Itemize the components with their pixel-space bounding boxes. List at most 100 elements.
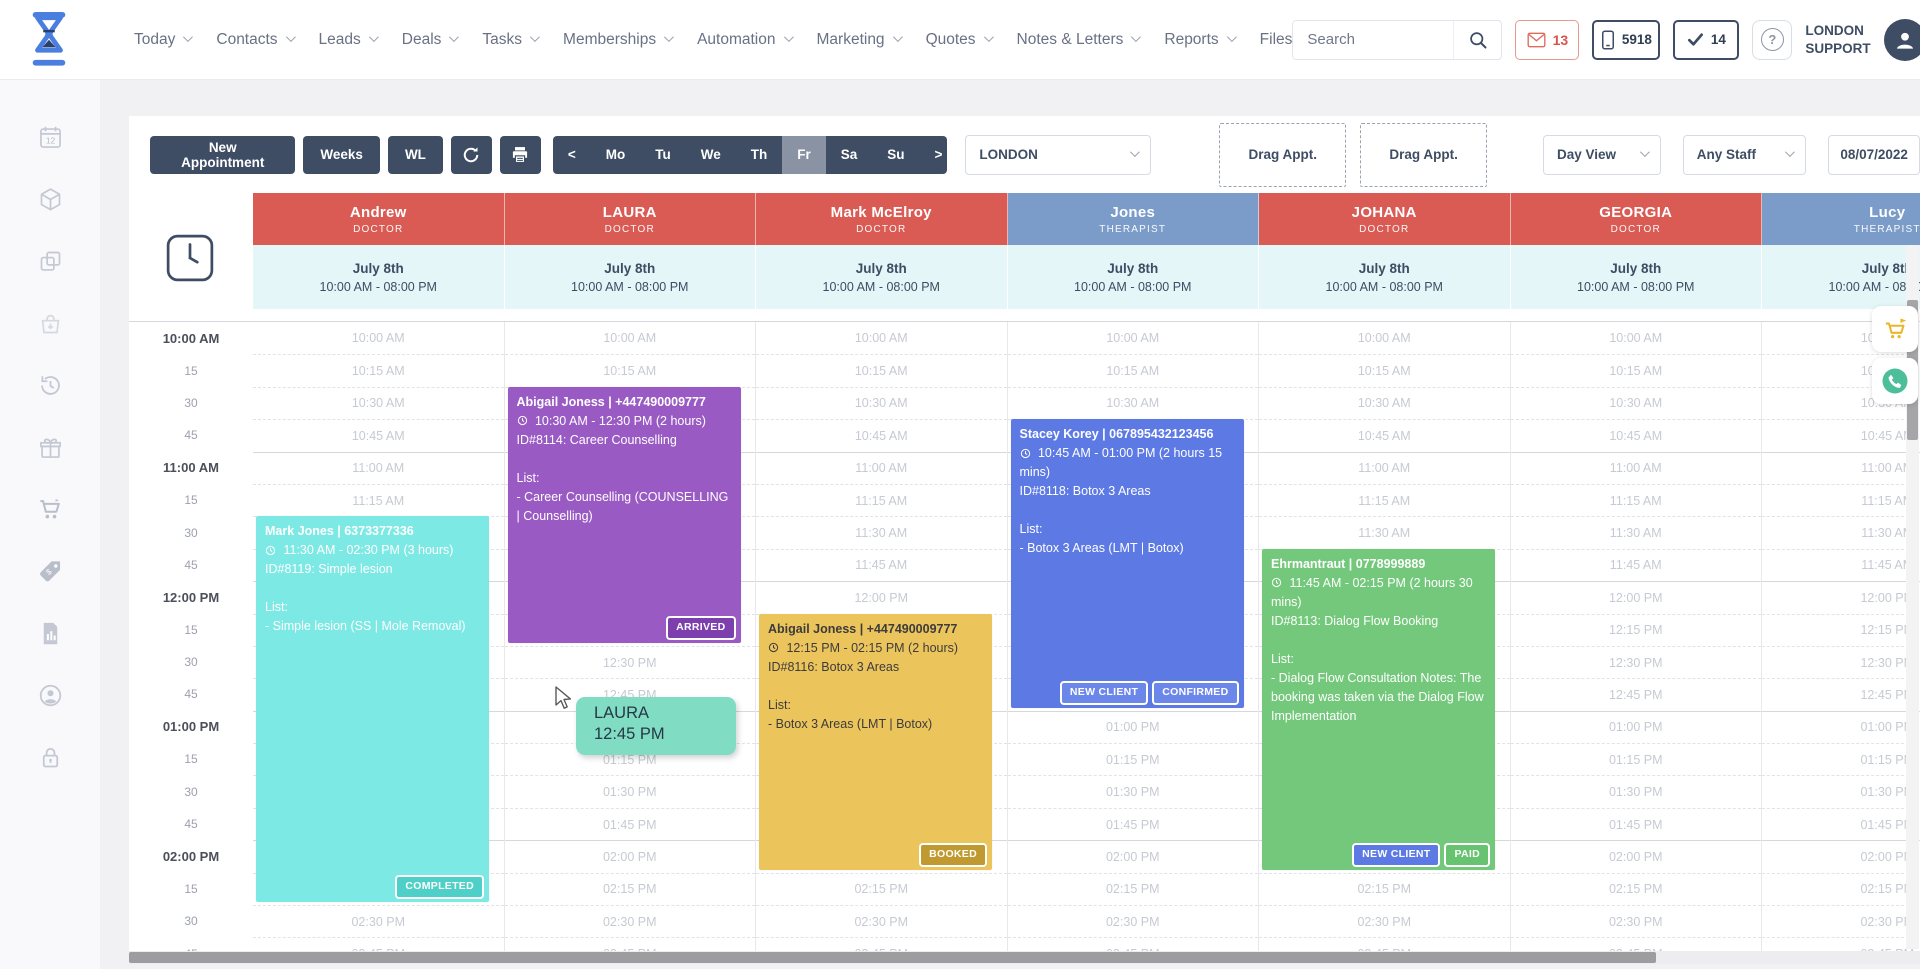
time-slot[interactable]: 11:15 AM	[253, 483, 504, 516]
time-slot[interactable]: 10:45 AM	[1259, 419, 1510, 451]
time-slot[interactable]: 11:30 AM	[1510, 516, 1761, 548]
nav-item-automation[interactable]: Automation	[697, 31, 794, 49]
time-slot[interactable]: 01:45 PM	[504, 807, 755, 840]
time-slot[interactable]: 01:30 PM	[1762, 775, 1920, 807]
time-slot[interactable]: 10:30 AM	[253, 386, 504, 419]
time-slot[interactable]: 11:30 AM	[756, 516, 1007, 548]
staff-header-jones[interactable]: Jones THERAPIST	[1007, 193, 1259, 245]
time-slot[interactable]: 02:30 PM	[1762, 905, 1920, 937]
time-slot[interactable]: 10:45 AM	[1510, 419, 1761, 451]
time-slot[interactable]: 10:00 AM	[1259, 322, 1510, 354]
time-slot[interactable]: 11:15 AM	[756, 483, 1007, 516]
time-slot[interactable]: 01:15 PM	[1510, 743, 1761, 775]
time-slot[interactable]: 11:00 AM	[1510, 451, 1761, 484]
nav-item-reports[interactable]: Reports	[1164, 31, 1237, 49]
time-slot[interactable]: 10:45 AM	[253, 419, 504, 451]
time-slot[interactable]: 01:15 PM	[1762, 743, 1920, 775]
time-slot[interactable]: 11:15 AM	[1510, 483, 1761, 516]
horizontal-scrollbar-track[interactable]	[129, 951, 1920, 964]
time-slot[interactable]: 02:30 PM	[1510, 905, 1761, 937]
staff-select[interactable]: Any Staff	[1682, 134, 1807, 175]
time-slot[interactable]: 12:00 PM	[1510, 581, 1761, 613]
nav-item-tasks[interactable]: Tasks	[482, 31, 540, 49]
day-fr[interactable]: Fr	[782, 135, 826, 174]
appointment[interactable]: Mark Jones | 6373377336 11:30 AM - 02:30…	[256, 516, 489, 903]
time-slot[interactable]: 11:15 AM	[1259, 483, 1510, 516]
drag-appt-slot-2[interactable]: Drag Appt.	[1360, 122, 1487, 187]
day-mo[interactable]: Mo	[605, 147, 626, 162]
calendar-icon[interactable]: 12	[37, 124, 64, 151]
time-slot[interactable]: 10:30 AM	[1259, 386, 1510, 419]
lock-icon[interactable]	[37, 744, 64, 771]
time-slot[interactable]: 11:00 AM	[756, 451, 1007, 484]
time-slot[interactable]: 11:15 AM	[1762, 483, 1920, 516]
print-button[interactable]	[499, 135, 541, 174]
staff-header-laura[interactable]: LAURA DOCTOR	[504, 193, 756, 245]
time-slot[interactable]: 01:00 PM	[1007, 710, 1258, 743]
history-icon[interactable]	[37, 372, 64, 399]
time-slot[interactable]: 12:00 PM	[756, 581, 1007, 613]
appointment[interactable]: Ehrmantraut | 0778999889 11:45 AM - 02:1…	[1262, 548, 1495, 870]
nav-item-leads[interactable]: Leads	[319, 31, 379, 49]
time-slot[interactable]: 02:30 PM	[253, 905, 504, 937]
clock-tool-icon[interactable]	[165, 233, 215, 283]
time-slot[interactable]: 01:45 PM	[1510, 807, 1761, 840]
time-slot[interactable]: 10:00 AM	[1511, 322, 1762, 354]
search-input[interactable]	[1293, 20, 1454, 59]
cart-float-button[interactable]	[1872, 306, 1918, 352]
messages-button[interactable]: 13	[1515, 19, 1580, 60]
time-slot[interactable]: 02:00 PM	[1007, 840, 1258, 872]
horizontal-scrollbar-thumb[interactable]	[129, 952, 1656, 963]
time-slot[interactable]: 10:15 AM	[1259, 354, 1510, 386]
gift-icon[interactable]	[37, 434, 64, 461]
cart-icon[interactable]	[37, 496, 64, 523]
appointment[interactable]: Abigail Joness | +447490009777 12:15 PM …	[759, 613, 992, 870]
prev-day-button[interactable]: <	[567, 147, 576, 162]
time-slot[interactable]: 12:45 PM	[1762, 678, 1920, 710]
time-slot[interactable]: 02:30 PM	[504, 905, 755, 937]
time-slot[interactable]: 01:45 PM	[1007, 807, 1258, 840]
copy-icon[interactable]	[37, 248, 64, 275]
day-tu[interactable]: Tu	[655, 147, 671, 162]
time-slot[interactable]: 10:45 AM	[756, 419, 1007, 451]
staff-header-lucy[interactable]: Lucy THERAPIST	[1762, 193, 1920, 245]
time-slot[interactable]: 10:15 AM	[1510, 354, 1761, 386]
time-slot[interactable]: 12:15 PM	[1510, 613, 1761, 646]
avatar[interactable]	[1883, 18, 1920, 61]
help-button[interactable]: ?	[1752, 19, 1793, 60]
report-icon[interactable]	[37, 620, 64, 647]
time-slot[interactable]: 12:30 PM	[1762, 645, 1920, 678]
view-select[interactable]: Day View	[1543, 134, 1661, 175]
time-slot[interactable]: 12:15 PM	[1762, 613, 1920, 646]
nav-item-notes-letters[interactable]: Notes & Letters	[1017, 31, 1142, 49]
package-icon[interactable]	[37, 186, 64, 213]
drag-appt-slot-1[interactable]: Drag Appt.	[1219, 122, 1347, 187]
tasks-done-button[interactable]: 14	[1673, 19, 1740, 60]
time-slot[interactable]: 10:00 AM	[756, 322, 1007, 354]
new-appointment-button[interactable]: New Appointment	[150, 135, 296, 174]
staff-header-johana[interactable]: JOHANA DOCTOR	[1259, 193, 1511, 245]
staff-header-georgia[interactable]: GEORGIA DOCTOR	[1510, 193, 1762, 245]
time-slot[interactable]: 02:15 PM	[1259, 872, 1510, 905]
time-slot[interactable]: 02:30 PM	[1007, 905, 1258, 937]
time-slot[interactable]: 11:30 AM	[1762, 516, 1920, 548]
day-we[interactable]: We	[700, 147, 721, 162]
nav-item-deals[interactable]: Deals	[402, 31, 460, 49]
time-slot[interactable]: 01:00 PM	[1762, 710, 1920, 743]
bag-icon[interactable]	[37, 310, 64, 337]
time-slot[interactable]: 02:15 PM	[1762, 872, 1920, 905]
time-slot[interactable]: 12:00 PM	[1762, 581, 1920, 613]
time-slot[interactable]: 02:15 PM	[1007, 872, 1258, 905]
search-icon[interactable]	[1453, 20, 1501, 59]
staff-header-mark-mcelroy[interactable]: Mark McElroy DOCTOR	[756, 193, 1008, 245]
time-slot[interactable]: 10:30 AM	[756, 386, 1007, 419]
nav-item-marketing[interactable]: Marketing	[817, 31, 903, 49]
time-slot[interactable]: 10:15 AM	[1007, 354, 1258, 386]
day-su[interactable]: Su	[887, 147, 905, 162]
nav-item-contacts[interactable]: Contacts	[216, 31, 296, 49]
time-slot[interactable]: 01:00 PM	[1510, 710, 1761, 743]
time-slot[interactable]: 01:30 PM	[1007, 775, 1258, 807]
time-slot[interactable]: 10:00 AM	[253, 322, 504, 354]
app-logo-icon[interactable]	[26, 11, 72, 69]
weeks-button[interactable]: Weeks	[303, 135, 380, 174]
